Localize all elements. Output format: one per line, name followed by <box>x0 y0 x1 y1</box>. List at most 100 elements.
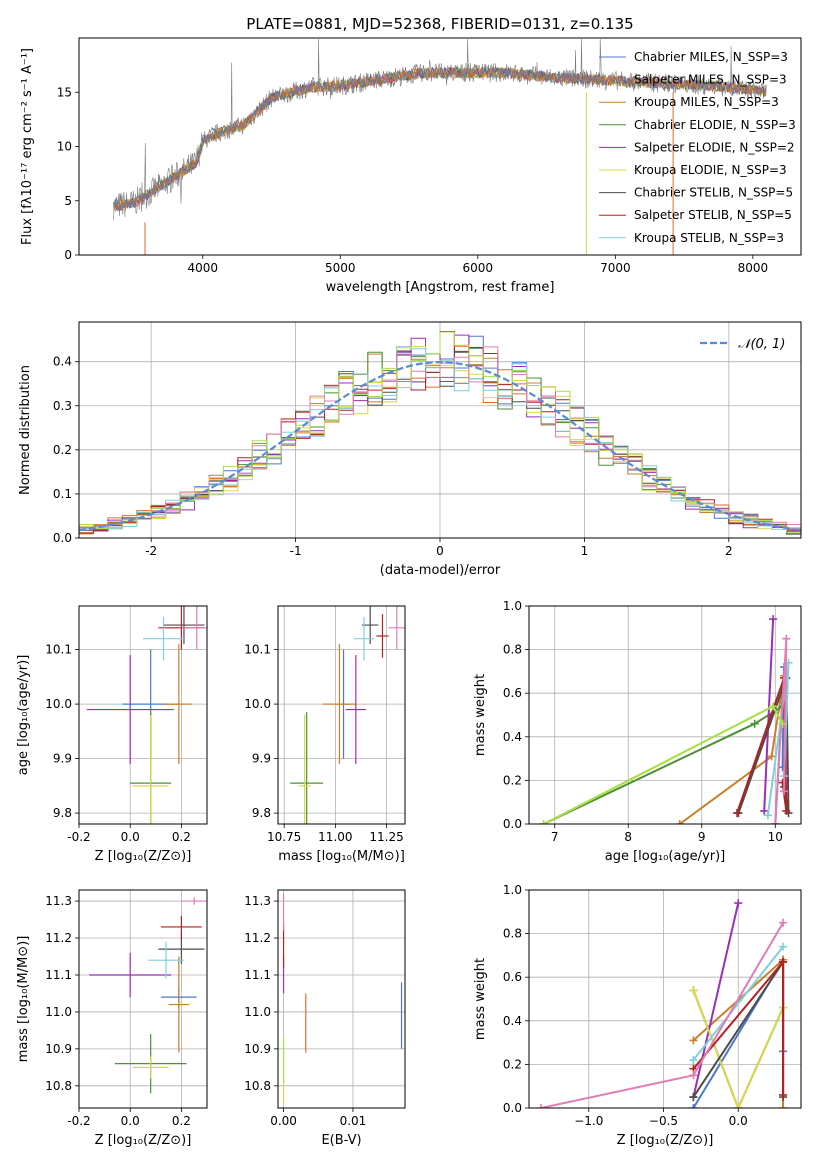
x-tick-label: -1 <box>290 544 302 558</box>
axes-weight_vs_age: 7 8 9 10 0.0 0.2 0.4 0.6 0.8 1.0 age [log₁₀(age/yr… <box>473 599 802 864</box>
plot-mass_vs_Z <box>89 897 207 1094</box>
y-axis-label: mass [log₁₀(M/M⊙)] <box>16 936 31 1063</box>
y-axis-label: Flux [fλ10⁻¹⁷ erg cm⁻² s⁻¹ A⁻¹] <box>20 48 35 245</box>
model-spectrum-line <box>113 67 767 213</box>
x-tick-label: 0 <box>436 544 444 558</box>
x-axis-label: Z [log₁₀(Z/Z⊙)] <box>617 1133 714 1148</box>
y-tick-label: 0.0 <box>503 817 522 831</box>
plot-age_vs_mass <box>290 606 405 824</box>
weight-line <box>692 902 740 1098</box>
axes-frame <box>528 605 802 825</box>
weight-marker <box>675 820 684 824</box>
x-axis-label: Z [log₁₀(Z/Z⊙)] <box>95 849 192 864</box>
y-tick-label: 10.1 <box>45 643 72 657</box>
x-tick-label: 7000 <box>600 261 631 275</box>
weight-marker <box>539 820 548 824</box>
weight-marker <box>689 1104 698 1108</box>
y-tick-label: 0.6 <box>503 686 522 700</box>
y-tick-label: 0.0 <box>53 531 72 545</box>
weight-line <box>692 989 785 1108</box>
y-tick-label: 9.9 <box>252 752 271 766</box>
figure-title: PLATE=0881, MJD=52368, FIBERID=0131, z=0… <box>246 15 633 33</box>
y-tick-label: 1.0 <box>503 883 522 897</box>
x-tick-label: 2 <box>725 544 733 558</box>
axes-age_vs_mass: 10.75 11.00 11.25 9.8 9.9 10.0 10.1 mass [log₁₀… <box>244 605 406 864</box>
legend-label: Chabrier MILES, N_SSP=3 <box>634 50 788 64</box>
y-tick-label: 10 <box>57 140 72 154</box>
y-tick-label: 0.2 <box>53 443 72 457</box>
y-tick-label: 0.2 <box>503 1057 522 1071</box>
x-tick-label: 7 <box>551 830 559 844</box>
x-tick-label: 0.2 <box>172 830 191 844</box>
y-axis-label: mass weight <box>473 674 488 756</box>
model-spectrum-line <box>113 66 767 211</box>
x-tick-label: -0.2 <box>67 830 90 844</box>
y-tick-label: 10.1 <box>244 643 271 657</box>
x-tick-label: 0.2 <box>172 1114 191 1128</box>
y-tick-label: 9.8 <box>53 806 72 820</box>
axes-frame <box>277 605 406 825</box>
axes-spectrum: 4000 5000 6000 7000 8000 0 5 10 15 wavelength [An… <box>20 37 802 295</box>
y-tick-label: 0.2 <box>503 773 522 787</box>
weight-line <box>692 946 784 1061</box>
weight-marker <box>767 752 776 761</box>
legend-label: 𝒩(0, 1) <box>738 337 785 352</box>
legend-label: Chabrier STELIB, N_SSP=5 <box>634 186 793 200</box>
weight-marker <box>769 702 778 711</box>
x-tick-label: 0.0 <box>121 830 140 844</box>
y-tick-label: 0.4 <box>503 730 522 744</box>
weight-marker <box>779 1090 788 1099</box>
x-tick-label: 5000 <box>325 261 356 275</box>
weight-line <box>543 704 784 824</box>
y-tick-label: 11.3 <box>244 894 271 908</box>
x-tick-label: 4000 <box>187 261 218 275</box>
x-tick-label: 0.0 <box>729 1114 748 1128</box>
y-tick-label: 11.0 <box>244 1005 271 1019</box>
plot-weight_vs_Z <box>536 899 788 1108</box>
y-tick-label: 0 <box>64 248 72 262</box>
y-tick-label: 10.9 <box>45 1042 72 1056</box>
y-tick-label: 0.0 <box>503 1101 522 1115</box>
weight-marker <box>689 1071 698 1080</box>
axes-mass_vs_ebv: 0.00 0.01 10.8 10.9 11.0 11.1 11.2 11.3 E(B-V) <box>244 889 406 1148</box>
weight-marker <box>782 634 791 643</box>
x-tick-label: 1 <box>581 544 589 558</box>
weight-marker <box>779 1104 788 1108</box>
histogram-series <box>79 346 801 529</box>
legend-label: Kroupa STELIB, N_SSP=3 <box>634 231 784 245</box>
axes-frame <box>78 605 208 825</box>
weight-marker <box>778 778 787 787</box>
weight-marker <box>750 719 759 728</box>
weight-marker <box>769 615 778 624</box>
axes-weight_vs_Z: −1.0 −0.5 0.0 0.0 0.2 0.4 0.6 0.8 1.0 Z [log₁₀(Z/… <box>473 883 802 1148</box>
y-tick-label: 11.3 <box>45 894 72 908</box>
weight-marker <box>536 1104 545 1108</box>
plot-age_vs_Z <box>86 606 207 824</box>
y-tick-label: 11.1 <box>244 968 271 982</box>
plot-residuals <box>79 331 801 535</box>
x-tick-label: 10.75 <box>267 830 301 844</box>
x-tick-label: -0.2 <box>67 1114 90 1128</box>
weight-marker <box>779 957 788 966</box>
y-tick-label: 0.3 <box>53 399 72 413</box>
axes-mass_vs_Z: -0.2 0.0 0.2 10.8 10.9 11.0 11.1 11.2 11.3 Z [log… <box>16 889 208 1148</box>
axes-frame <box>78 889 208 1109</box>
x-axis-label: age [log₁₀(age/yr)] <box>605 849 726 864</box>
legend-label: Chabrier ELODIE, N_SSP=3 <box>634 118 796 132</box>
weight-marker <box>778 719 787 728</box>
plot-mass_vs_ebv <box>282 893 403 1105</box>
x-tick-label: -2 <box>145 544 157 558</box>
weight-marker <box>734 899 743 908</box>
legend-label: Salpeter ELODIE, N_SSP=2 <box>634 140 795 154</box>
y-tick-label: 0.8 <box>503 927 522 941</box>
y-tick-label: 10.0 <box>45 697 72 711</box>
weight-marker <box>780 787 789 796</box>
weight-marker <box>689 1056 698 1065</box>
x-tick-label: 11.25 <box>369 830 403 844</box>
y-tick-label: 5 <box>64 194 72 208</box>
axes-age_vs_Z: -0.2 0.0 0.2 9.8 9.9 10.0 10.1 Z [log₁₀(Z/Z⊙)] a… <box>16 605 208 864</box>
x-axis-label: E(B-V) <box>321 1133 361 1148</box>
x-tick-label: 0.01 <box>340 1114 367 1128</box>
x-axis-label: (data-model)/error <box>380 563 501 578</box>
